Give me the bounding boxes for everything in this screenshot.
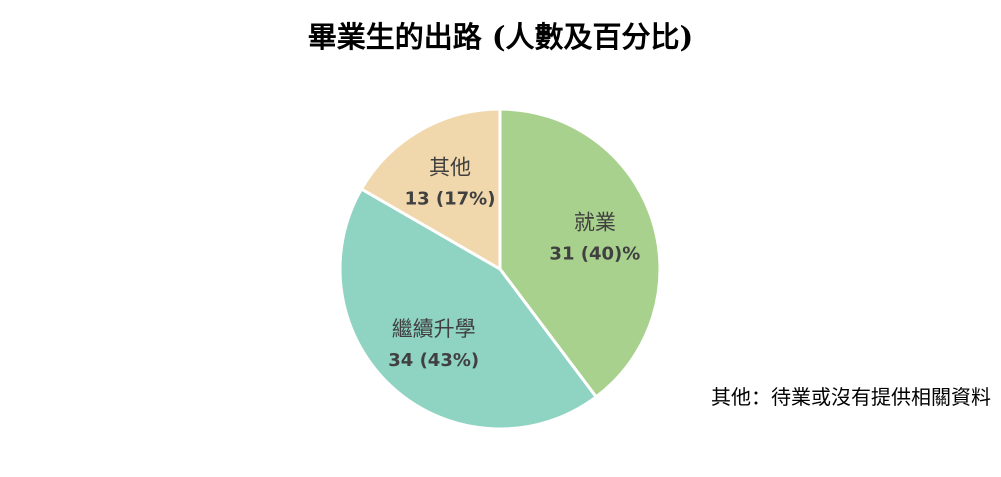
slice-label-other: 其他 [429, 155, 471, 179]
slice-label-further-study: 繼續升學 [392, 317, 476, 341]
slice-label-employment: 就業 [574, 210, 616, 234]
slice-value-other: 13 (17%) [405, 188, 496, 209]
chart-footnote: 其他：待業或沒有提供相關資料 [711, 385, 991, 409]
pie-slice-other [359, 107, 502, 272]
chart-title: 畢業生的出路 (人數及百分比) [307, 20, 694, 54]
slice-value-further-study: 34 (43%) [388, 350, 479, 371]
pie-slice-further-study [338, 186, 599, 431]
slice-value-employment: 31 (40)% [549, 243, 640, 264]
pie-slice-employment [498, 107, 662, 400]
